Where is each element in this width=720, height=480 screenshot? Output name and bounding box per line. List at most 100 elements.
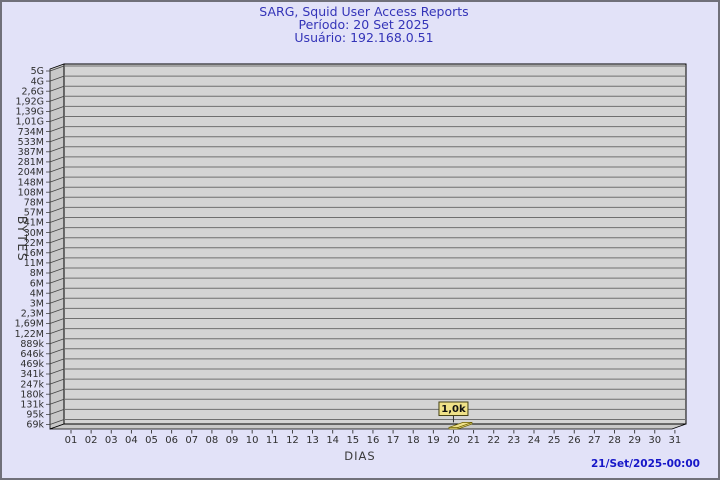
y-tick-slant [49, 106, 65, 112]
x-tick-label: 08 [206, 435, 219, 446]
x-tick-label: 21 [467, 435, 480, 446]
x-tick-label: 26 [568, 435, 581, 446]
y-tick-label: 30M [24, 228, 44, 239]
y-tick-label: 4M [30, 288, 44, 299]
y-tick-label: 889k [20, 339, 44, 350]
x-tick-label: 05 [145, 435, 158, 446]
x-tick-label: 25 [548, 435, 561, 446]
y-tick-label: 57M [24, 208, 44, 219]
x-tick-label: 15 [346, 435, 359, 446]
y-tick-label: 4G [31, 76, 44, 87]
y-tick-slant [49, 419, 65, 425]
x-tick-label: 06 [165, 435, 178, 446]
y-tick-label: 646k [20, 349, 44, 360]
y-tick-slant [49, 237, 65, 244]
y-tick-slant [49, 388, 65, 395]
x-tick-label: 31 [669, 435, 682, 446]
x-tick-label: 14 [326, 435, 339, 446]
y-tick-label: 41M [24, 218, 44, 229]
x-tick-label: 09 [226, 435, 239, 446]
y-tick-label: 2,6G [22, 86, 44, 97]
y-tick-slant [49, 156, 65, 163]
x-tick-label: 18 [407, 435, 420, 446]
y-tick-label: 247k [20, 379, 44, 390]
x-tick-label: 24 [528, 435, 541, 446]
y-tick-slant [49, 186, 65, 193]
y-tick-slant [49, 126, 65, 132]
x-tick-label: 22 [487, 435, 500, 446]
y-tick-label: 11M [24, 258, 44, 269]
y-tick-label: 6M [30, 278, 44, 289]
chart-subtitle-user: Usuário: 192.168.0.51 [294, 29, 434, 45]
chart-title: SARG, Squid User Access Reports [259, 4, 469, 19]
y-tick-label: 1,39G [15, 107, 44, 118]
y-tick-slant [49, 166, 65, 173]
x-tick-label: 20 [447, 435, 460, 446]
y-tick-slant [49, 267, 65, 274]
y-tick-slant [49, 176, 65, 183]
x-tick-label: 13 [306, 435, 319, 446]
y-tick-label: 180k [20, 389, 44, 400]
y-tick-label: 95k [26, 410, 44, 421]
y-tick-slant [49, 95, 65, 102]
bar-front-face [448, 427, 459, 430]
y-tick-label: 2,3M [21, 309, 44, 320]
x-tick-label: 16 [367, 435, 380, 446]
x-tick-label: 04 [125, 435, 138, 446]
x-tick-label: 30 [648, 435, 661, 446]
x-tick-label: 12 [286, 435, 299, 446]
y-tick-slant [49, 287, 65, 294]
x-tick-label: 07 [185, 435, 198, 446]
y-tick-slant [49, 328, 65, 334]
y-tick-label: 8M [30, 268, 44, 279]
x-tick-label: 29 [628, 435, 641, 446]
y-tick-slant [49, 75, 65, 82]
y-tick-label: 469k [20, 359, 44, 370]
y-tick-label: 341k [20, 369, 44, 380]
y-tick-label: 5G [31, 66, 44, 77]
y-tick-slant [49, 116, 65, 122]
y-tick-label: 387M [18, 147, 44, 158]
y-tick-label: 281M [18, 157, 44, 168]
y-tick-label: 3M [30, 299, 44, 310]
y-tick-slant [49, 297, 65, 304]
x-tick-label: 28 [608, 435, 621, 446]
x-tick-label: 23 [507, 435, 520, 446]
report-generated-timestamp: 21/Set/2025-00:00 [591, 458, 700, 470]
y-tick-label: 78M [24, 198, 44, 209]
x-tick-label: 10 [246, 435, 259, 446]
y-tick-label: 108M [18, 187, 44, 198]
y-axis-title: BYTES [15, 216, 30, 263]
x-tick-label: 03 [105, 435, 118, 446]
y-tick-slant [49, 308, 65, 314]
x-tick-label: 02 [85, 435, 98, 446]
y-tick-slant [49, 338, 65, 345]
x-tick-label: 17 [387, 435, 400, 446]
y-tick-label: 16M [24, 248, 44, 259]
y-tick-slant [49, 277, 65, 284]
y-tick-label: 1,69M [15, 319, 44, 330]
x-tick-label: 19 [427, 435, 440, 446]
y-tick-label: 148M [18, 177, 44, 188]
y-tick-slant [49, 409, 65, 415]
y-tick-slant [49, 146, 65, 153]
plot-back-wall [63, 63, 687, 425]
y-tick-label: 131k [20, 400, 44, 411]
plot-floor [49, 423, 687, 430]
y-tick-slant [49, 378, 65, 385]
chart-header: SARG, Squid User Access Reports Período:… [10, 4, 718, 45]
y-tick-label: 204M [18, 167, 44, 178]
y-tick-label: 22M [24, 238, 44, 249]
y-tick-slant [49, 136, 65, 143]
y-tick-slant [49, 368, 65, 375]
x-tick-label: 27 [588, 435, 601, 446]
y-tick-slant [49, 247, 65, 254]
y-tick-label: 1,01G [15, 117, 44, 128]
y-tick-label: 734M [18, 127, 44, 138]
y-tick-slant [49, 207, 65, 213]
y-tick-label: 69k [26, 420, 44, 431]
bar-value-box [438, 401, 469, 416]
y-tick-label: 533M [18, 137, 44, 148]
